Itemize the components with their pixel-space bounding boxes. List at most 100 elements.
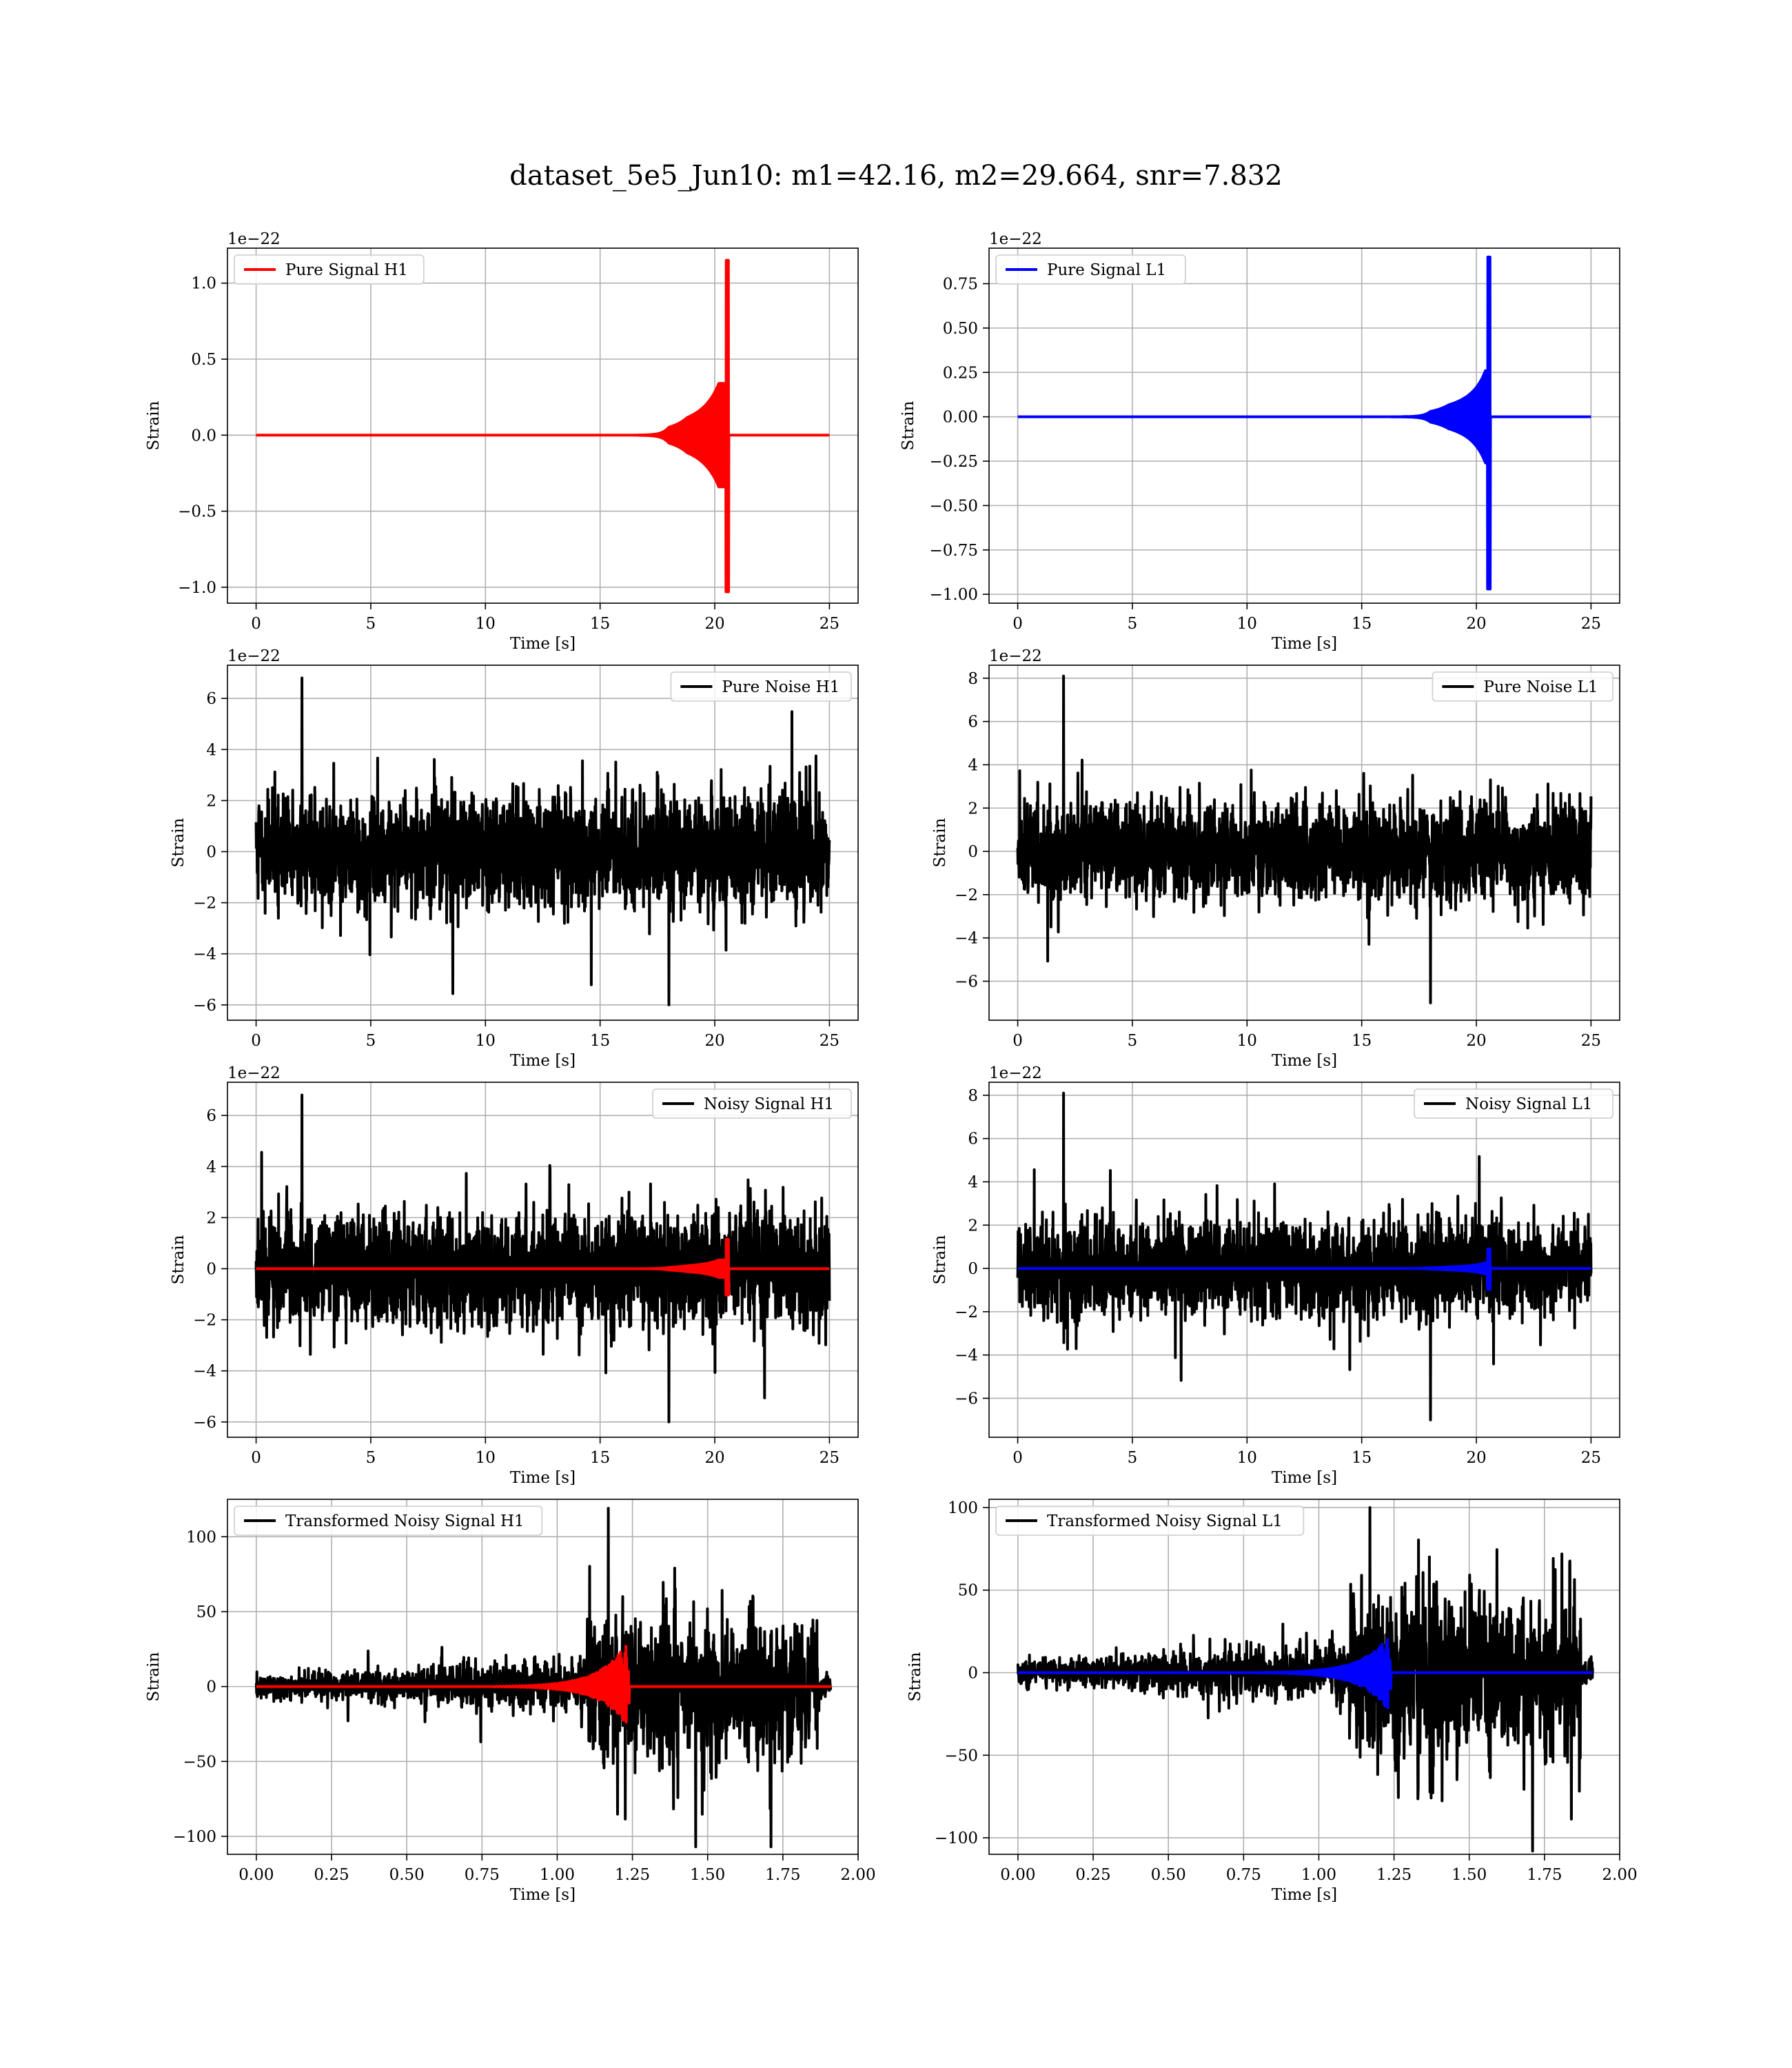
x-tick-label: 5 [366,615,376,633]
x-tick-label: 10 [1237,615,1257,633]
x-tick-label: 5 [1128,1449,1138,1467]
x-tick-label: 10 [476,1449,496,1467]
x-tick-label: 15 [1352,1449,1372,1467]
y-tick-label: −2 [955,1304,978,1321]
x-tick-label: 1.00 [540,1866,575,1884]
subplot-pure-noise-l1: 0 5 10 15 20 25 −6 −4 −2 0 2 4 6 8 Time [s] Strain 1e−22… [931,647,1620,1070]
legend-box [234,1506,543,1536]
y-tick-label: 0 [206,1260,216,1278]
y-tick-label: −0.75 [930,542,978,560]
x-tick-label: 20 [704,1449,724,1467]
y-tick-label: 100 [948,1499,978,1517]
legend-label: Transformed Noisy Signal L1 [1047,1512,1283,1530]
x-tick-label: 10 [476,615,496,633]
y-axis-label: Strain [170,1235,187,1284]
y-tick-label: 0.50 [943,320,978,338]
y-tick-label: −0.5 [178,503,216,521]
y-tick-label: 6 [968,1131,978,1148]
x-tick-label: 25 [1581,1449,1601,1467]
x-axis-label: Time [s] [1272,1469,1337,1487]
axes-frame [227,1082,859,1438]
x-tick-label: 0.25 [314,1866,349,1884]
x-tick-label: 15 [590,1032,610,1050]
y-tick-label: −6 [955,973,978,991]
axes-frame [988,1082,1620,1438]
y-tick-label: 0.00 [943,409,978,427]
legend-label: Pure Signal H1 [285,261,408,279]
x-tick-label: 0.00 [238,1866,274,1884]
x-tick-label: 20 [1466,615,1486,633]
y-tick-label: 2 [968,1217,978,1235]
legend-label: Pure Noise L1 [1483,678,1598,696]
series-line-pure-signal-l1 [1016,255,1593,591]
x-tick-label: 0.00 [1000,1866,1035,1884]
y-tick-label: 6 [968,713,978,731]
axes-frame [227,247,859,604]
y-tick-label: 6 [206,1107,216,1125]
x-axis-label: Time [s] [1272,1052,1337,1070]
series-line-transformed-noisy-signal-h1 [254,1507,833,1849]
legend: Pure Noise H1 [670,671,852,702]
x-tick-label: 1.00 [1301,1866,1336,1884]
series-line-pure-noise-l1 [1016,674,1593,1004]
x-tick-label: 20 [704,615,724,633]
y-tick-label: −4 [193,1363,216,1381]
x-tick-label: 15 [590,615,610,633]
legend: Transformed Noisy Signal H1 [234,1506,543,1536]
legend-box [995,1506,1305,1536]
x-tick-label: 5 [366,1032,376,1050]
x-tick-label: 10 [1237,1032,1257,1050]
y-tick-label: −50 [183,1753,216,1771]
x-tick-label: 1.75 [765,1866,800,1884]
x-tick-label: 1.25 [615,1866,650,1884]
y-tick-label: −4 [955,930,978,948]
subplot-transformed-noisy-signal-l1: 0.00 0.25 0.50 0.75 1.00 1.25 1.50 1.75 2.00 −100… [906,1499,1638,1904]
plot-area [1016,255,1593,591]
series-line-noisy-signal-h1 [254,1093,831,1423]
x-tick-label: 25 [1581,615,1601,633]
legend-box [234,254,425,285]
y-tick-label: 4 [968,1173,978,1191]
legend: Pure Signal L1 [995,254,1186,285]
plot-area [1016,1506,1594,1853]
x-tick-label: 10 [1237,1449,1257,1467]
series-line-pure-signal-h1 [254,258,831,594]
y-tick-label: 0.75 [943,276,978,294]
y-axis-label: Strain [931,1235,949,1284]
y-tick-label: −2 [955,886,978,904]
y-tick-label: 8 [968,1087,978,1105]
y-tick-label: −0.50 [930,497,978,515]
y-tick-label: 4 [206,741,216,759]
legend-label: Pure Signal L1 [1047,261,1166,279]
y-tick-label: −4 [955,1347,978,1365]
legend-box [995,254,1186,285]
subplot-pure-signal-h1: 0 5 10 15 20 25 −1.0 −0.5 0.0 0.5 1.0 Time [s] Strai… [145,230,859,653]
series-line-signal-overlay [1016,1247,1593,1291]
y-tick-label: 100 [186,1528,216,1546]
subplot-pure-noise-h1: 0 5 10 15 20 25 −6 −4 −2 0 2 4 6 Time [s] Strain 1e−22 P… [170,647,859,1070]
legend: Pure Noise L1 [1432,671,1613,702]
y-tick-label: −6 [193,997,216,1015]
y-axis-label: Strain [145,401,163,450]
y-tick-label: −100 [935,1829,978,1847]
y-tick-label: 50 [958,1582,978,1600]
x-axis-label: Time [s] [510,1469,576,1487]
x-tick-label: 0 [251,1449,261,1467]
x-axis-label: Time [s] [510,1052,576,1070]
x-tick-label: 10 [476,1032,496,1050]
x-tick-label: 0.25 [1075,1866,1110,1884]
legend-label: Transformed Noisy Signal H1 [285,1512,525,1530]
y-tick-label: −100 [173,1828,216,1846]
offset-text: 1e−22 [227,647,281,665]
x-tick-label: 15 [590,1449,610,1467]
y-tick-label: 0 [968,1665,978,1683]
y-tick-label: 2 [206,1209,216,1227]
y-axis-label: Strain [906,1652,924,1701]
y-axis-label: Strain [170,818,187,867]
offset-text: 1e−22 [989,230,1042,248]
x-axis-label: Time [s] [1272,1886,1337,1904]
x-tick-label: 2.00 [840,1866,875,1884]
legend-box [1432,671,1613,702]
